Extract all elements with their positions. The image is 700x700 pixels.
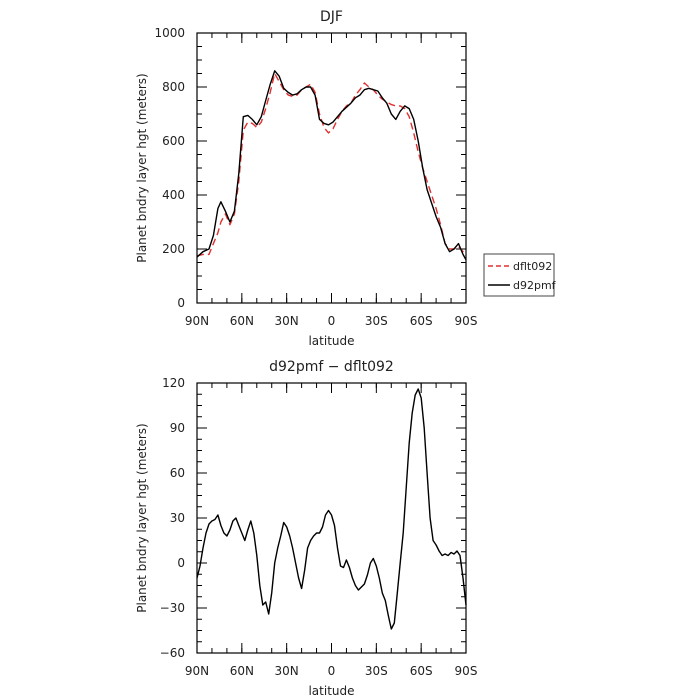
y-tick-label: −60 (160, 646, 185, 660)
series-line-diff-0 (196, 388, 467, 630)
bottom-panel: d92pmf − dflt092 90N 60N 30N 0 30S 60S 90S −60 −3… (135, 359, 477, 698)
series-line-dflt092 (196, 72, 467, 257)
y-axis-title: Planet bndry layer hgt (meters) (135, 423, 149, 613)
y-tick-label: 400 (162, 188, 185, 202)
x-tick-label: 30S (365, 664, 388, 678)
y-tick-label: 120 (162, 376, 185, 390)
x-tick-label: 90S (455, 664, 478, 678)
chart-title: d92pmf − dflt092 (269, 359, 394, 375)
x-tick-label: 90N (185, 664, 209, 678)
x-tick-label: 0 (328, 314, 336, 328)
y-tick-label: 800 (162, 80, 185, 94)
x-tick-label: 60S (410, 314, 433, 328)
x-tick-label: 60N (230, 314, 254, 328)
y-tick-label: 200 (162, 242, 185, 256)
x-tick-label: 30N (275, 664, 299, 678)
y-tick-label: 60 (170, 466, 185, 480)
plot-frame (196, 32, 467, 304)
series-line-d92pmf (196, 70, 467, 261)
x-axis-title: latitude (308, 334, 354, 348)
x-tick-label: 30S (365, 314, 388, 328)
legend-label: dflt092 (513, 260, 552, 273)
x-tick-label: 90S (455, 314, 478, 328)
y-tick-label: 30 (170, 511, 185, 525)
plot-frame (196, 382, 467, 654)
y-tick-label: 600 (162, 134, 185, 148)
x-tick-label: 30N (275, 314, 299, 328)
top-panel: DJF 90N 60N 30N 0 30S 60S 90S 0 200 400 600 800 1000 l… (135, 9, 557, 348)
legend: dflt092 d92pmf (483, 253, 557, 297)
x-tick-label: 90N (185, 314, 209, 328)
x-tick-label: 60N (230, 664, 254, 678)
x-tick-label: 0 (328, 664, 336, 678)
legend-box (483, 253, 555, 297)
y-tick-label: 0 (177, 296, 185, 310)
y-tick-label: 1000 (154, 26, 185, 40)
x-axis-title: latitude (308, 684, 354, 698)
y-axis-title: Planet bndry layer hgt (meters) (135, 73, 149, 263)
y-tick-label: −30 (160, 601, 185, 615)
legend-label: d92pmf (513, 279, 557, 292)
y-tick-label: 0 (177, 556, 185, 570)
chart-title: DJF (320, 9, 343, 25)
x-tick-label: 60S (410, 664, 433, 678)
y-tick-label: 90 (170, 421, 185, 435)
